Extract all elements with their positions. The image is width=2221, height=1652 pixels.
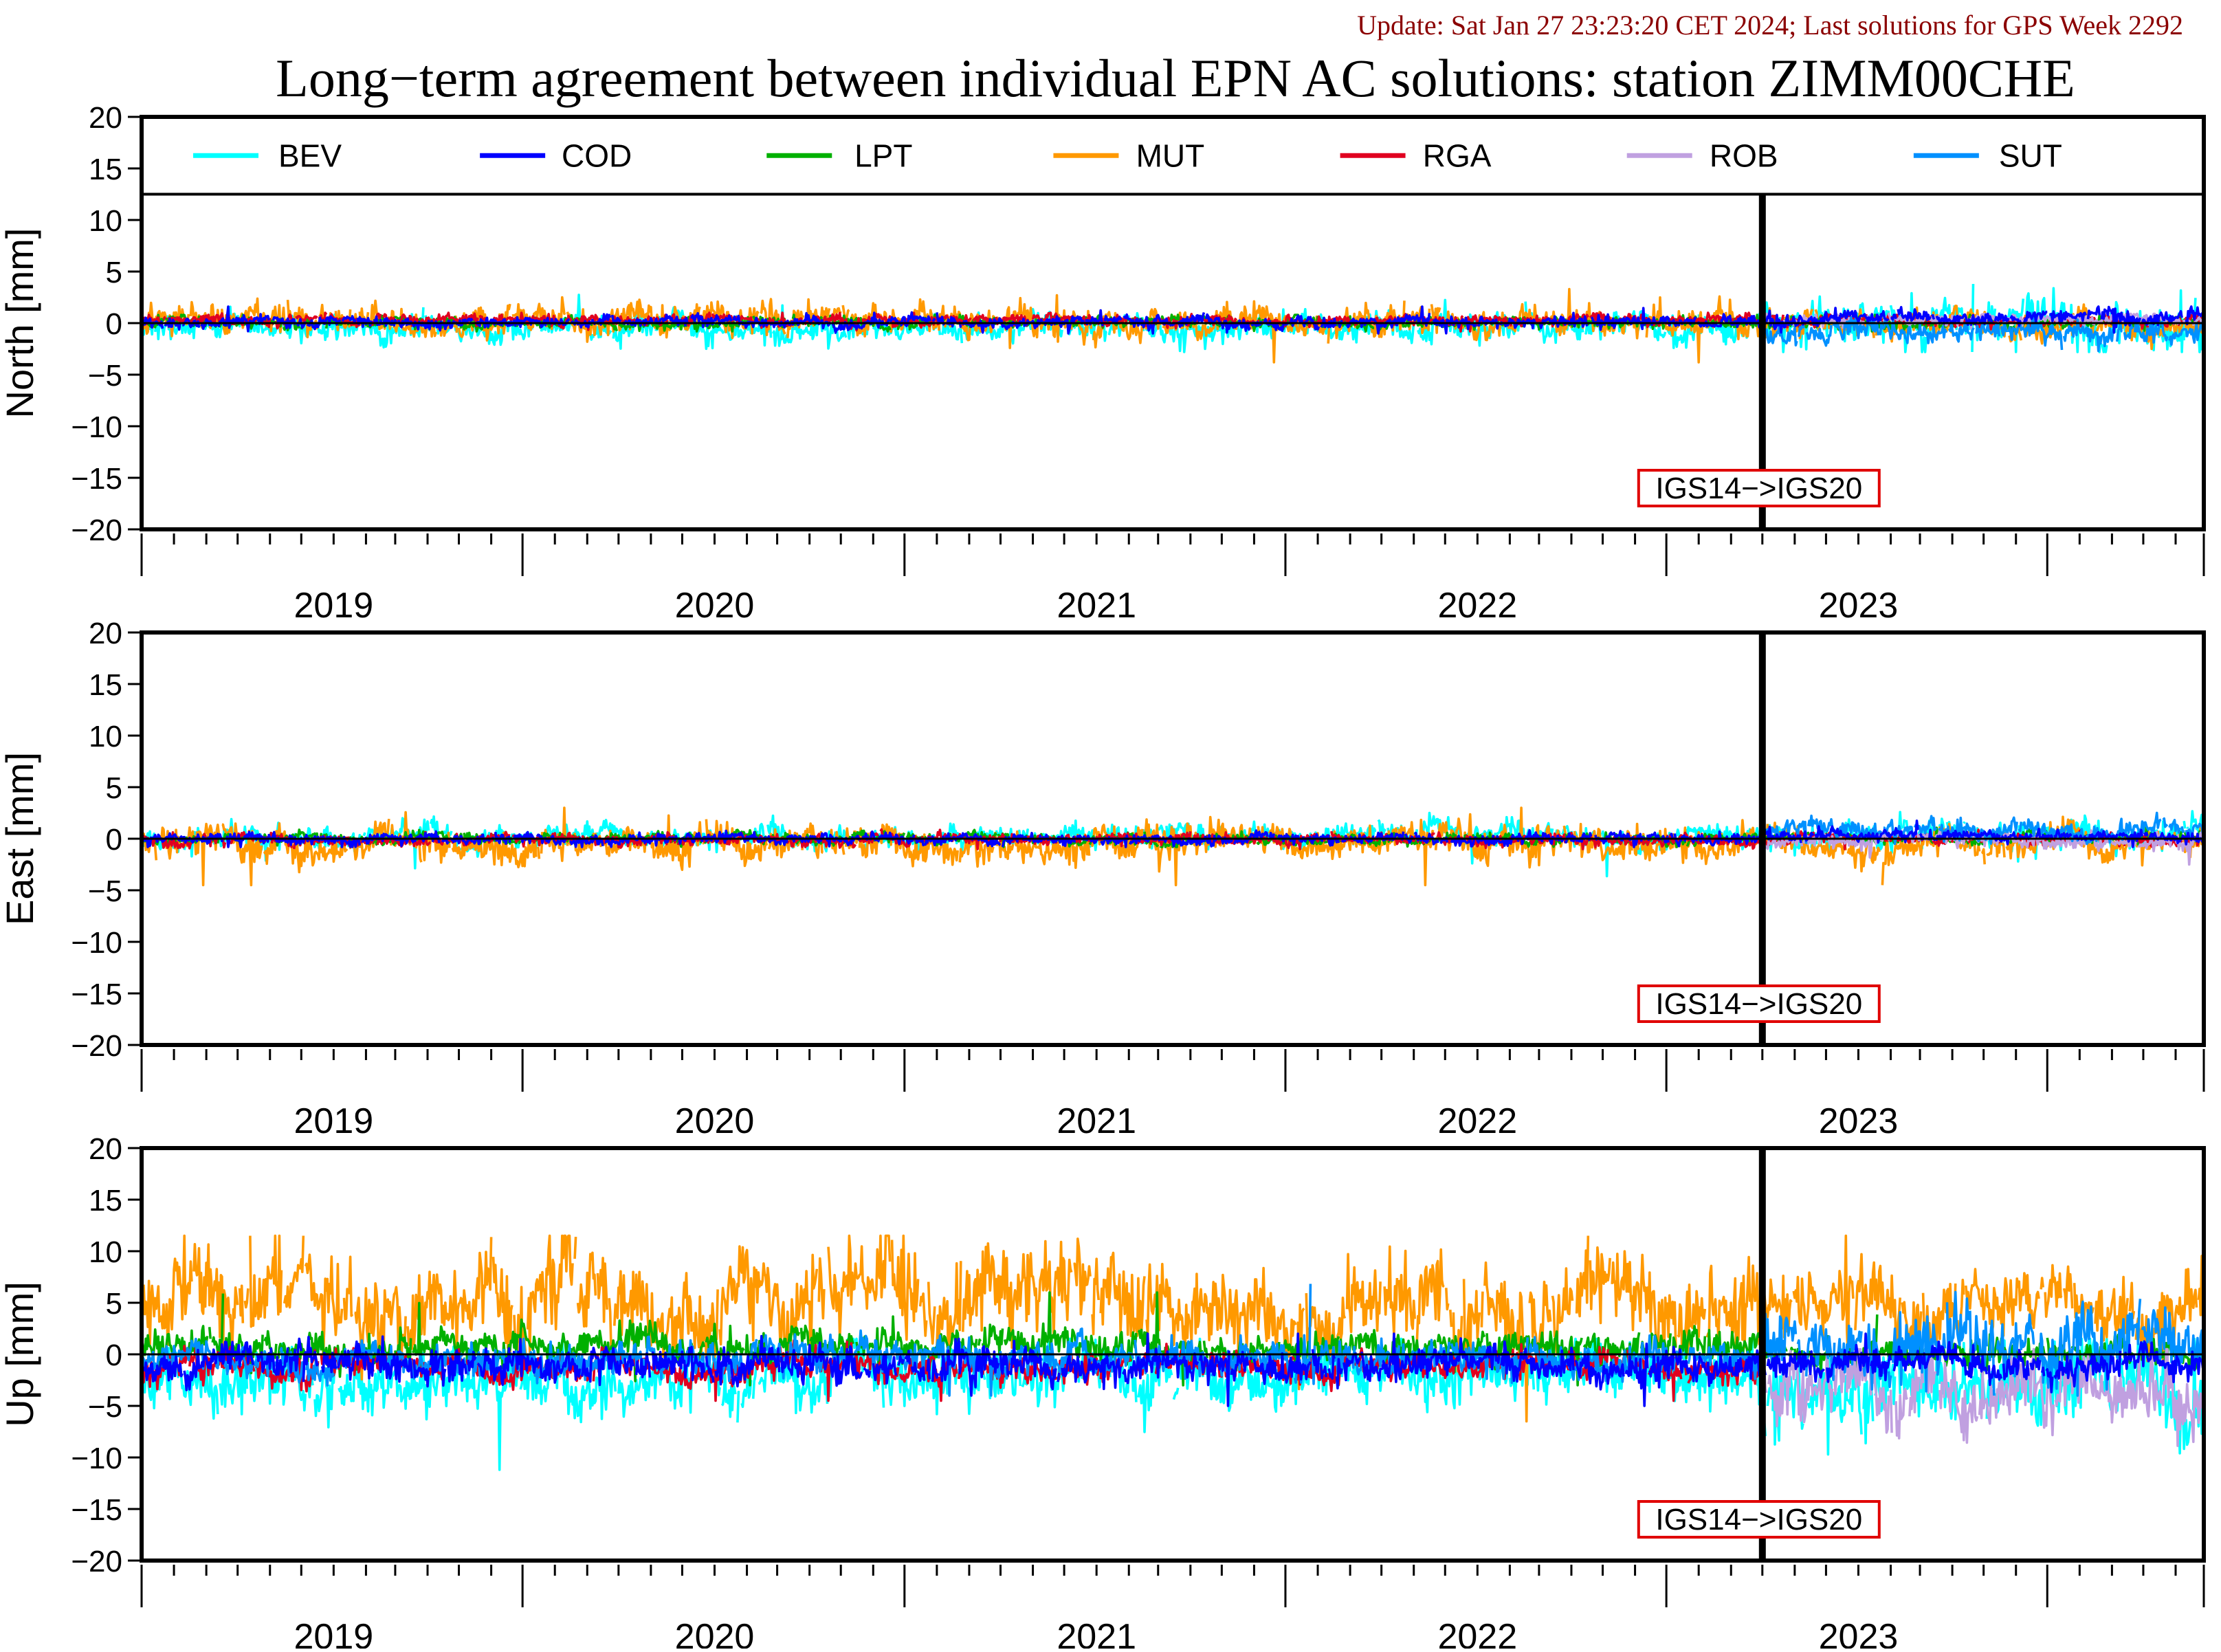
y-tick-label: −20 [71, 514, 122, 547]
y-tick-label: 5 [106, 1287, 122, 1321]
frame-change-box [1637, 469, 1881, 507]
x-tick-label: 2019 [294, 586, 374, 626]
y-tick-label: 15 [89, 1184, 122, 1218]
update-text: Update: Sat Jan 27 23:23:20 CET 2024; La… [1357, 10, 2183, 41]
legend: BEV COD LPT MUT RGA ROB SUT [142, 117, 2204, 196]
series-COD [142, 1332, 2204, 1407]
legend-entry-SUT: SUT [1913, 137, 2062, 173]
frame-change-box [1637, 1500, 1881, 1539]
y-tick-label: 20 [89, 1132, 122, 1166]
panel-north: IGS14−>IGS20 BEV COD LPT MUT RGA ROB SUT −20 −15 −… [0, 101, 2206, 626]
y-tick-label: 15 [89, 153, 122, 186]
y-tick-label: −10 [71, 410, 122, 444]
legend-label-SUT: SUT [1999, 137, 2062, 173]
panels: IGS14−>IGS20 BEV COD LPT MUT RGA ROB SUT −20 −15 −… [0, 101, 2206, 1652]
y-tick-label: −20 [71, 1545, 122, 1578]
x-tick-label: 2021 [1057, 1617, 1136, 1649]
y-axis-label: East [mm] [0, 752, 41, 925]
y-tick-label: −15 [71, 462, 122, 496]
legend-label-MUT: MUT [1136, 137, 1205, 173]
x-tick-label: 2023 [1819, 1101, 1899, 1141]
legend-entry-COD: COD [480, 137, 632, 173]
x-tick-label: 2020 [675, 586, 755, 626]
y-tick-label: 15 [89, 668, 122, 702]
x-tick-label: 2021 [1057, 1101, 1136, 1141]
x-tick-label: 2022 [1437, 1101, 1517, 1141]
y-tick-label: −5 [88, 359, 122, 393]
legend-label-COD: COD [562, 137, 632, 173]
y-tick-label: −10 [71, 1442, 122, 1475]
legend-label-LPT: LPT [854, 137, 912, 173]
series-line-MUT [142, 1234, 2204, 1423]
legend-entry-ROB: ROB [1626, 137, 1778, 173]
y-tick-label: 5 [106, 771, 122, 805]
series-MUT [142, 1234, 2204, 1423]
y-axis-label: Up [mm] [0, 1281, 41, 1427]
y-tick-label: 20 [89, 617, 122, 650]
panel-east: IGS14−>IGS20 −20 −15 −10 −5 0 5 10 15 20 East [mm]… [0, 617, 2206, 1141]
frame-change-box [1637, 984, 1881, 1023]
series-line-COD [142, 1332, 2204, 1407]
frame-change-label: IGS14−>IGS20 [1655, 987, 1862, 1021]
y-tick-label: −5 [88, 1390, 122, 1424]
legend-entry-LPT: LPT [766, 137, 912, 173]
legend-label-ROB: ROB [1710, 137, 1778, 173]
legend-entry-MUT: MUT [1053, 137, 1204, 173]
y-tick-label: 0 [106, 1339, 122, 1372]
frame-change-label: IGS14−>IGS20 [1655, 1503, 1862, 1537]
x-tick-label: 2020 [675, 1101, 755, 1141]
legend-label-BEV: BEV [278, 137, 342, 173]
y-tick-label: −20 [71, 1029, 122, 1063]
y-tick-label: 10 [89, 1235, 122, 1269]
y-tick-label: −15 [71, 978, 122, 1011]
y-tick-label: 5 [106, 256, 122, 289]
legend-entry-BEV: BEV [193, 137, 342, 173]
y-tick-label: −10 [71, 926, 122, 960]
panel-up: IGS14−>IGS20 −20 −15 −10 −5 0 5 10 15 20 Up [mm] 20… [0, 1132, 2206, 1652]
x-tick-label: 2019 [294, 1617, 374, 1649]
series-line-SUT [1761, 311, 2204, 353]
y-tick-label: 20 [89, 101, 122, 135]
frame-change-label: IGS14−>IGS20 [1655, 472, 1862, 505]
y-tick-label: 10 [89, 204, 122, 238]
series-ROB [1761, 829, 2204, 866]
y-tick-label: −15 [71, 1493, 122, 1527]
x-tick-label: 2021 [1057, 586, 1136, 626]
y-tick-label: −5 [88, 874, 122, 908]
series-line-ROB [1761, 829, 2204, 866]
x-tick-label: 2023 [1819, 1617, 1899, 1649]
legend-label-RGA: RGA [1423, 137, 1492, 173]
x-tick-label: 2022 [1437, 586, 1517, 626]
x-tick-label: 2022 [1437, 1617, 1517, 1649]
legend-entry-RGA: RGA [1340, 137, 1492, 173]
x-tick-label: 2023 [1819, 586, 1899, 626]
series-SUT [1761, 311, 2204, 353]
chart-title: Long−term agreement between individual E… [276, 48, 2075, 108]
y-axis-label: North [mm] [0, 228, 41, 419]
x-tick-label: 2020 [675, 1617, 755, 1649]
y-tick-label: 0 [106, 823, 122, 857]
y-tick-label: 10 [89, 720, 122, 753]
x-tick-label: 2019 [294, 1101, 374, 1141]
y-tick-label: 0 [106, 307, 122, 341]
